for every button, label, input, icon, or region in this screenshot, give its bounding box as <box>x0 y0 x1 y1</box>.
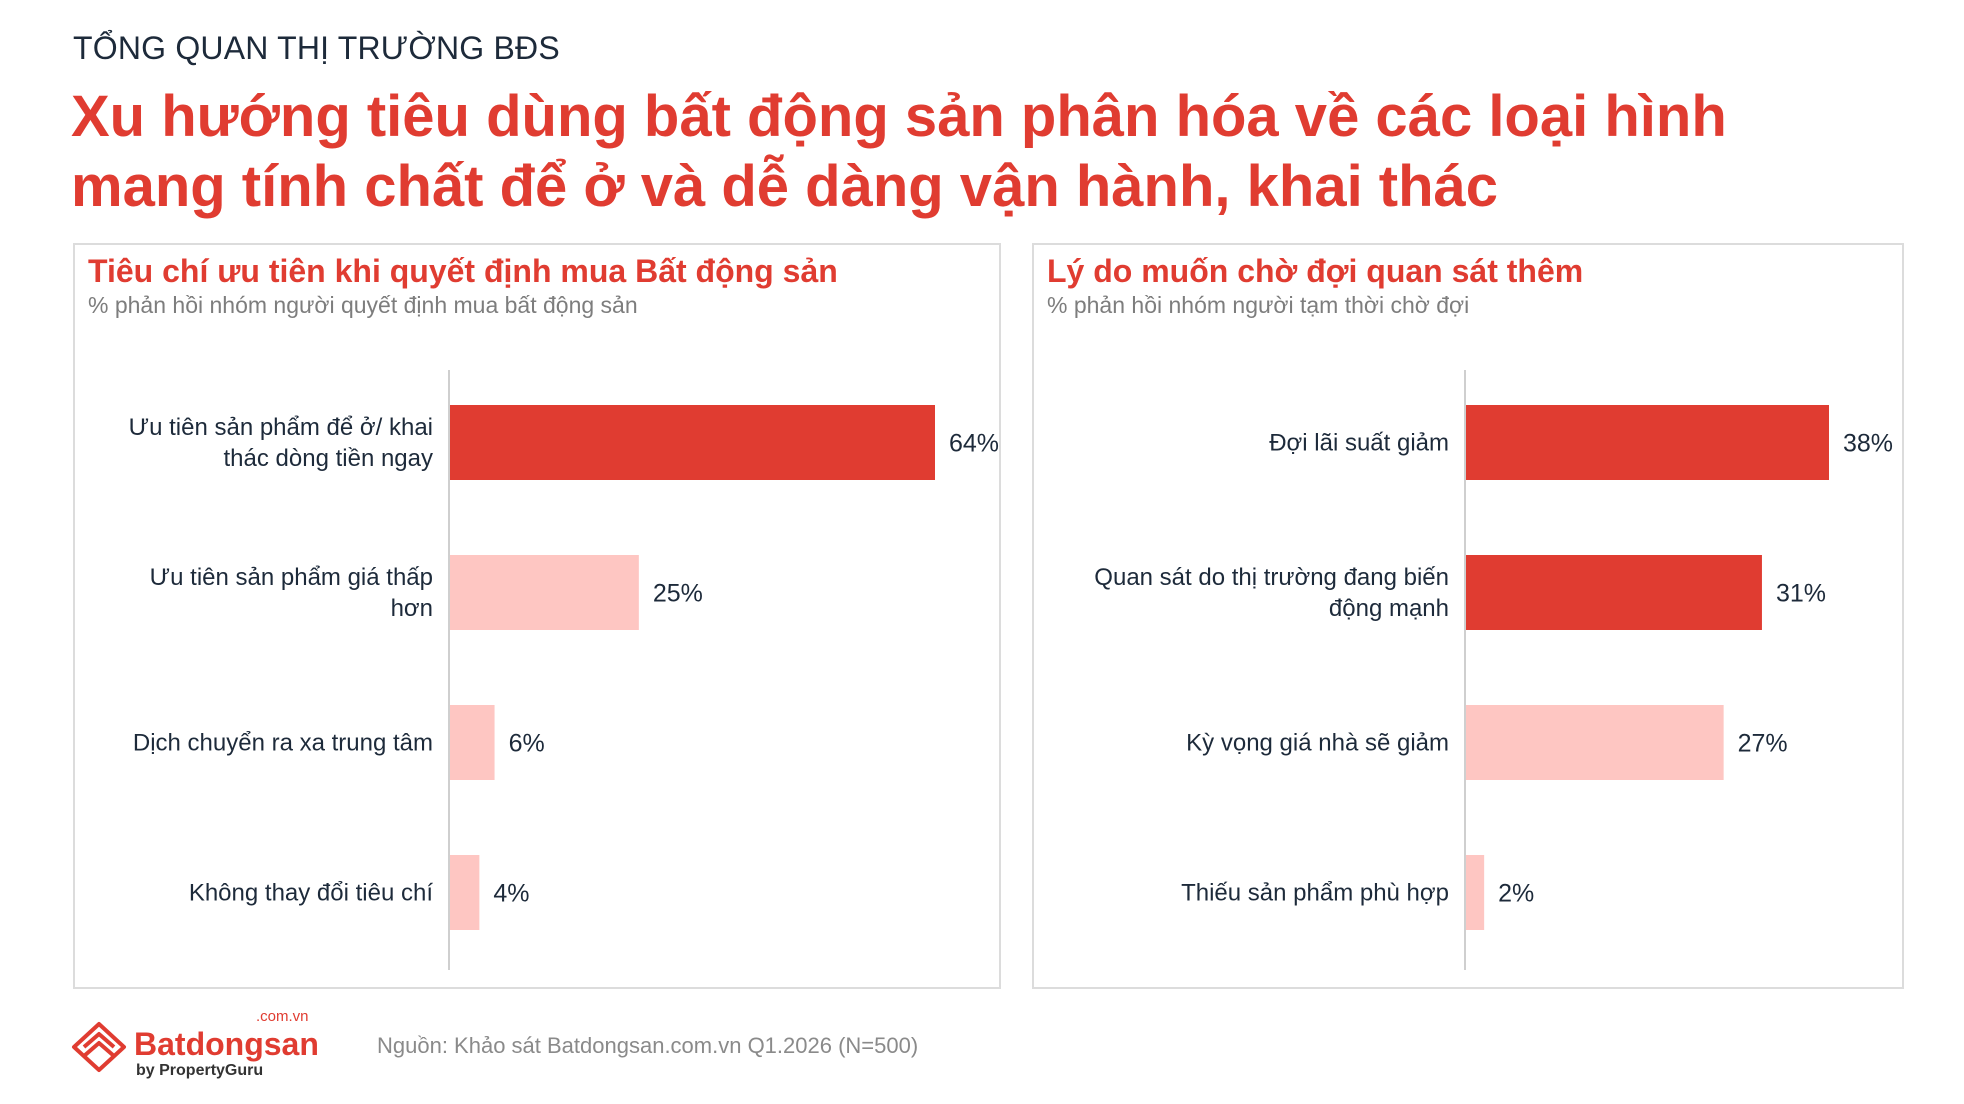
category-label: Kỳ vọng giá nhà sẽ giảm <box>1186 730 1449 757</box>
bar <box>449 705 495 780</box>
data-label: 27% <box>1738 730 1788 758</box>
data-label: 6% <box>509 730 545 758</box>
bar <box>449 555 639 630</box>
category-label: Ưu tiên sản phẩm giá thấp hơn <box>150 564 433 622</box>
chart-subtitle: % phản hồi nhóm người tạm thời chờ đợi <box>1047 292 1470 318</box>
category-label: Ưu tiên sản phẩm để ở/ khai thác dòng tiề… <box>129 414 433 472</box>
category-label: Quan sát do thị trường đang biến động mạn… <box>1094 564 1449 622</box>
bar <box>1465 555 1762 630</box>
logo-wordmark: Batdongsan <box>134 1026 319 1062</box>
category-label-line: Ưu tiên sản phẩm để ở/ khai <box>129 414 433 441</box>
bar <box>449 405 935 480</box>
bar-chart-priorities: 64% Ưu tiên sản phẩm để ở/ khai thác dòng … <box>129 370 999 970</box>
headline-line-1: Xu hướng tiêu dùng bất động sản phân hóa… <box>71 84 1727 149</box>
logo-icon <box>72 1022 126 1072</box>
logo-domain: .com.vn <box>256 1008 309 1025</box>
category-label-line: Quan sát do thị trường đang biến <box>1094 564 1449 591</box>
chart-title: Lý do muốn chờ đợi quan sát thêm <box>1047 253 1584 289</box>
category-label: Dịch chuyển ra xa trung tâm <box>133 730 433 757</box>
chart-subtitle: % phản hồi nhóm người quyết định mua bất… <box>88 292 638 318</box>
data-label: 2% <box>1498 880 1534 908</box>
bar-chart-wait-reasons: 38% Đợi lãi suất giảm 31% Quan sát do thị t… <box>1094 370 1893 970</box>
category-label: Không thay đổi tiêu chí <box>189 880 434 907</box>
chart-panel-wait-reasons: Lý do muốn chờ đợi quan sát thêm % phản … <box>1032 243 1904 989</box>
section-kicker: TỔNG QUAN THỊ TRƯỜNG BĐS <box>73 30 560 66</box>
data-label: 64% <box>949 430 999 458</box>
data-label: 31% <box>1776 580 1826 608</box>
headline-line-2: mang tính chất để ở và dễ dàng vận hành,… <box>71 154 1499 219</box>
data-label: 38% <box>1843 430 1893 458</box>
category-label-line: động mạnh <box>1329 595 1449 622</box>
category-label-line: Ưu tiên sản phẩm giá thấp <box>150 564 433 591</box>
source-note: Nguồn: Khảo sát Batdongsan.com.vn Q1.202… <box>377 1033 919 1058</box>
logo-byline: by PropertyGuru <box>136 1062 264 1079</box>
category-label: Thiếu sản phẩm phù hợp <box>1181 880 1449 907</box>
category-label-line: Kỳ vọng giá nhà sẽ giảm <box>1186 730 1449 757</box>
category-label: Đợi lãi suất giảm <box>1269 430 1449 457</box>
category-label-line: hơn <box>391 595 433 622</box>
bar <box>449 855 480 930</box>
category-label-line: Không thay đổi tiêu chí <box>189 880 434 907</box>
bar <box>1465 405 1829 480</box>
chart-panel-priorities: Tiêu chí ưu tiên khi quyết định mua Bất … <box>73 243 1001 989</box>
bar <box>1465 855 1485 930</box>
data-label: 4% <box>493 880 529 908</box>
category-label-line: thác dòng tiền ngay <box>224 445 434 472</box>
brand-logo: .com.vn Batdongsan by PropertyGuru <box>70 1008 319 1081</box>
category-label-line: Thiếu sản phẩm phù hợp <box>1181 880 1449 907</box>
category-label-line: Dịch chuyển ra xa trung tâm <box>133 730 433 757</box>
category-label-line: Đợi lãi suất giảm <box>1269 430 1449 457</box>
bar <box>1465 705 1724 780</box>
chart-title: Tiêu chí ưu tiên khi quyết định mua Bất … <box>88 253 838 289</box>
data-label: 25% <box>653 580 703 608</box>
page-headline: Xu hướng tiêu dùng bất động sản phân hóa… <box>71 82 1727 222</box>
